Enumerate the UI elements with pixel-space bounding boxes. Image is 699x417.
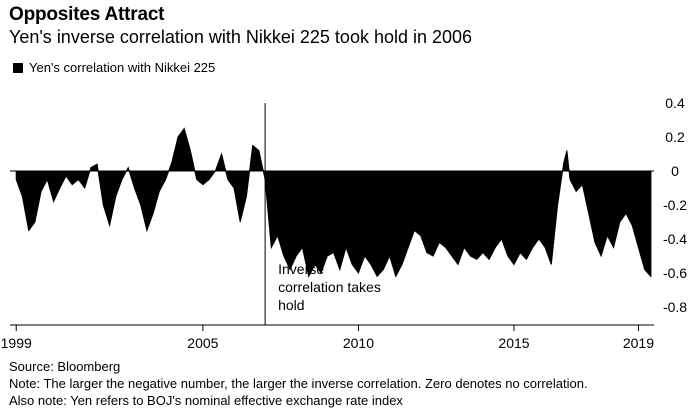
chart-legend: Yen's correlation with Nikkei 225 [13,60,215,75]
annotation-text: Inverse [278,261,324,277]
source-note: Source: Bloomberg [9,359,121,374]
annotation-text: correlation takes [278,279,381,295]
chart-title: Opposites Attract [9,4,165,25]
chart-subtitle: Yen's inverse correlation with Nikkei 22… [9,27,473,47]
x-tick-label: 2005 [187,335,218,351]
also-note-text: Also note: Yen refers to BOJ's nominal e… [9,393,403,408]
y-axis: 0.4 0.2 0 -0.2 -0.4 -0.6 -0.8 [663,95,687,315]
y-tick-label: -0.8 [663,299,687,315]
x-tick-label: 2015 [498,335,529,351]
legend-label: Yen's correlation with Nikkei 225 [29,60,216,75]
annotation: Inverse correlation takes hold [264,103,381,325]
y-tick-label: -0.4 [663,231,687,247]
x-tick-label: 1999 [1,335,32,351]
y-tick-label: 0.2 [665,129,685,145]
x-tick-label: 2019 [623,335,654,351]
annotation-text: hold [278,297,304,313]
plot-area [10,127,654,278]
x-tick-label: 2010 [343,335,374,351]
x-axis: 1999 2005 2010 2015 2019 [1,324,654,351]
y-tick-label: -0.2 [663,197,687,213]
y-tick-label: -0.6 [663,265,687,281]
series-area-0 [15,127,652,278]
y-tick-label: 0 [671,163,679,179]
y-tick-label: 0.4 [665,95,685,111]
note-text: Note: The larger the negative number, th… [9,376,588,391]
legend-swatch [13,62,23,73]
